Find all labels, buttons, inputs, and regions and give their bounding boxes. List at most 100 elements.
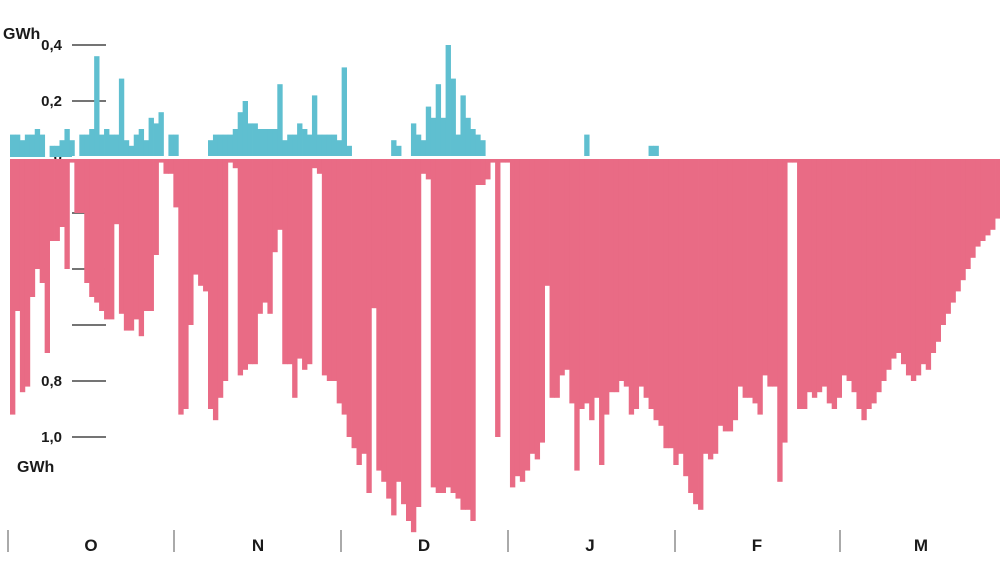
bar-positive [24, 134, 31, 157]
bar-negative [698, 159, 704, 510]
bar-negative [356, 159, 362, 465]
bar-negative [777, 159, 783, 482]
bar-negative [985, 159, 991, 236]
bar-negative [168, 159, 174, 174]
bar-negative [806, 159, 813, 393]
bar-negative [851, 159, 857, 393]
bar-negative [920, 159, 927, 365]
bar-negative [797, 159, 803, 409]
bar-negative [618, 159, 625, 381]
bar-positive [465, 117, 471, 157]
bar-negative [915, 159, 922, 376]
bar-positive [262, 129, 268, 157]
bar-negative [688, 159, 694, 493]
bar-positive [648, 145, 654, 157]
bar-negative [386, 159, 392, 499]
bar-negative [955, 159, 961, 292]
bar-negative [415, 159, 422, 507]
bar-negative [549, 159, 555, 398]
bar-positive [272, 129, 278, 157]
bar-positive [415, 134, 422, 157]
bar-negative [584, 159, 590, 404]
bar-negative [420, 159, 427, 174]
bar-positive [29, 134, 36, 157]
bar-positive [168, 134, 174, 157]
bar-negative [109, 159, 115, 320]
bar-negative [113, 159, 120, 225]
bar-negative [29, 159, 36, 297]
bar-negative [222, 159, 229, 381]
bar-negative [381, 159, 387, 482]
bar-positive [128, 145, 135, 157]
bar-negative [351, 159, 357, 449]
bar-negative [445, 159, 451, 488]
bar-negative [311, 159, 318, 169]
month-label: F [752, 536, 762, 555]
bar-negative [217, 159, 224, 398]
bar-positive [208, 140, 214, 157]
bar-negative [905, 159, 912, 376]
bar-negative [757, 159, 763, 415]
bar-positive [143, 140, 149, 157]
bar-negative [539, 159, 545, 443]
bar-negative [747, 159, 753, 398]
bar-negative [683, 159, 689, 477]
bar-negative [183, 159, 189, 409]
bar-negative [470, 159, 476, 521]
bar-positive [584, 134, 590, 157]
bar-negative [564, 159, 570, 370]
bar-negative [727, 159, 734, 432]
bar-negative [435, 159, 442, 493]
bar-negative [262, 159, 268, 303]
bar-negative [361, 159, 367, 454]
bar-negative [638, 159, 644, 387]
bar-negative [930, 159, 937, 353]
bar-negative [831, 159, 838, 409]
bar-positive [445, 45, 451, 157]
bar-negative [881, 159, 887, 381]
bar-negative [524, 159, 531, 471]
bar-negative [707, 159, 714, 460]
bar-positive [470, 129, 476, 157]
bar-negative [19, 159, 26, 393]
bar-negative [559, 159, 565, 376]
bar-positive [480, 140, 486, 157]
bar-positive [425, 106, 432, 157]
bar-positive [287, 134, 293, 157]
bar-positive [79, 134, 85, 157]
bar-positive [282, 140, 288, 157]
bar-negative [896, 159, 902, 353]
bar-negative [54, 159, 60, 241]
bar-negative [950, 159, 956, 303]
bar-negative [440, 159, 446, 493]
bar-negative [401, 159, 407, 505]
bar-negative [104, 159, 110, 320]
bar-negative [554, 159, 560, 398]
bar-positive [138, 129, 145, 157]
bar-negative [89, 159, 95, 297]
bar-positive [19, 140, 26, 157]
bar-positive [292, 134, 298, 157]
bar-negative [658, 159, 664, 426]
bar-negative [802, 159, 808, 409]
bar-negative [633, 159, 640, 409]
bar-negative [64, 159, 70, 269]
bar-negative [663, 159, 669, 449]
bar-negative [118, 159, 125, 314]
bar-negative [341, 159, 347, 415]
bar-negative [277, 159, 283, 230]
bar-negative [376, 159, 382, 471]
bar-negative [346, 159, 352, 437]
bar-negative [272, 159, 278, 253]
bar-positive [455, 134, 461, 157]
bar-negative [821, 159, 828, 387]
bar-positive [118, 78, 125, 157]
bar-negative [336, 159, 343, 404]
bar-positive [232, 129, 239, 157]
bar-positive [237, 112, 244, 157]
bar-negative [173, 159, 179, 208]
bar-positive [94, 56, 100, 158]
bar-negative [84, 159, 90, 283]
bar-negative [623, 159, 630, 387]
